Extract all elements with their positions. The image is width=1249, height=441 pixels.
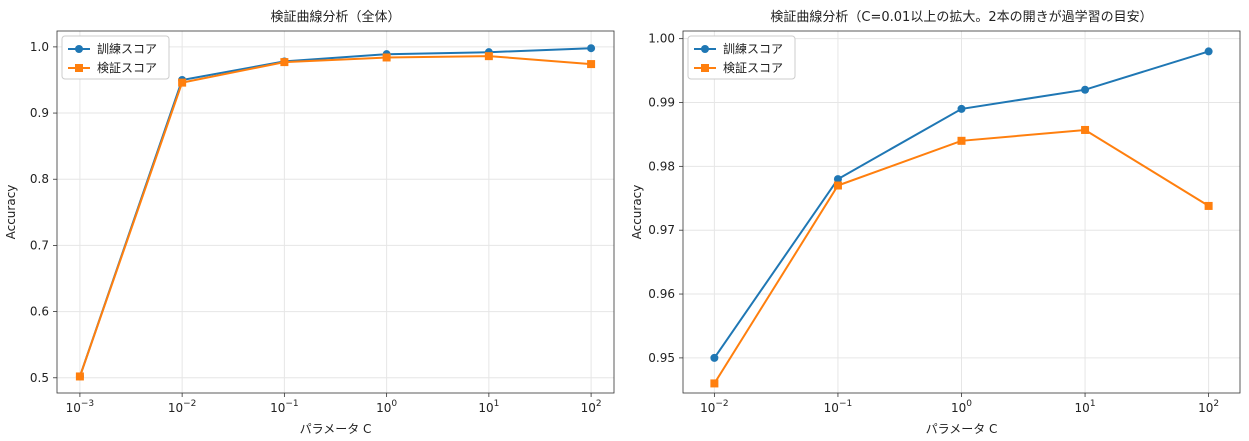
x-tick-label: 101	[1075, 399, 1096, 415]
data-point-square	[833, 181, 842, 190]
y-tick-label: 1.0	[30, 40, 49, 54]
data-point-square	[957, 136, 966, 145]
y-tick-label: 0.7	[30, 238, 49, 252]
legend-label: 検証スコア	[723, 61, 783, 75]
x-axis-label: パラメータ C	[926, 422, 998, 436]
data-point-circle	[710, 353, 719, 362]
y-tick-label: 0.9	[30, 106, 49, 120]
x-tick-label: 10−2	[168, 399, 197, 415]
data-point-square	[710, 379, 719, 388]
data-point-square	[484, 52, 493, 61]
y-axis-label: Accuracy	[4, 185, 18, 240]
legend-marker-square	[75, 64, 83, 72]
x-tick-label: 101	[478, 399, 499, 415]
data-point-square	[1204, 201, 1213, 210]
y-tick-label: 1.00	[648, 32, 675, 46]
data-point-circle	[1081, 85, 1090, 94]
y-tick-label: 0.95	[648, 351, 675, 365]
data-point-square	[587, 60, 596, 69]
y-axis-label: Accuracy	[630, 185, 644, 240]
y-tick-label: 0.5	[30, 371, 49, 385]
data-point-square	[178, 78, 187, 87]
data-point-square	[382, 53, 391, 62]
x-tick-label: 10−1	[270, 399, 299, 415]
legend-label: 訓練スコア	[97, 41, 157, 56]
legend-label: 訓練スコア	[723, 41, 783, 56]
x-tick-label: 100	[376, 399, 397, 415]
y-tick-label: 0.96	[648, 287, 675, 301]
legend-marker-circle	[75, 45, 83, 53]
x-tick-label: 102	[1198, 399, 1219, 415]
x-tick-label: 10−2	[700, 399, 729, 415]
legend-marker-circle	[701, 45, 709, 53]
x-tick-label: 10−1	[824, 399, 853, 415]
legend-marker-square	[701, 64, 709, 72]
series-line-2	[78, 55, 592, 377]
y-tick-label: 0.97	[648, 223, 675, 237]
x-tick-label: 10−3	[66, 399, 95, 415]
legend-label: 検証スコア	[97, 61, 157, 75]
y-tick-label: 0.8	[30, 172, 49, 186]
y-tick-label: 0.6	[30, 305, 49, 319]
x-axis-label: パラメータ C	[300, 422, 372, 436]
data-point-circle	[587, 44, 596, 53]
y-tick-label: 0.99	[648, 96, 675, 110]
chart-1: 10−3 10−2 10−1 100 101 102 0.5 0.6 0.7 0.8 0.9 1.0 検…	[4, 9, 615, 436]
y-tick-label: 0.98	[648, 159, 675, 173]
data-point-circle	[957, 104, 966, 113]
plot-frame	[56, 30, 615, 394]
data-point-square	[1081, 125, 1090, 134]
data-point-circle	[833, 175, 842, 184]
chart-title: 検証曲線分析（C=0.01以上の拡大。2本の開きが過学習の目安）	[770, 9, 1152, 25]
chart-title: 検証曲線分析（全体）	[270, 9, 400, 25]
plot-area	[57, 31, 614, 393]
data-point-square	[280, 58, 289, 67]
data-point-circle	[1204, 47, 1213, 56]
data-point-square	[75, 372, 84, 381]
x-tick-label: 100	[951, 399, 972, 415]
x-tick-label: 102	[581, 399, 602, 415]
chart-2: 10−2 10−1 100 101 102 0.95 0.96 0.97 0.98 0.99 1.0…	[630, 9, 1241, 436]
